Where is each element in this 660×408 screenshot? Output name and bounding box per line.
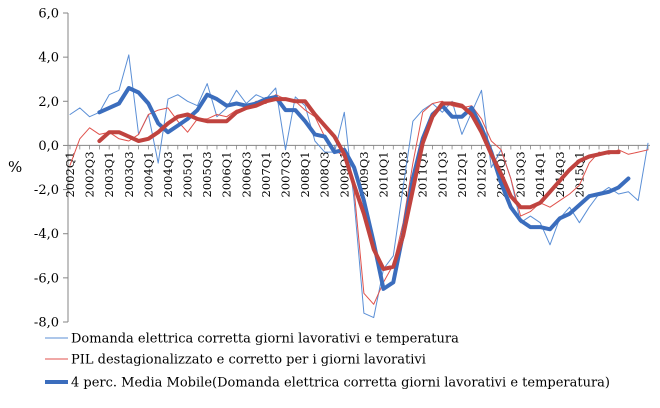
x-tick-label: 2006Q3 — [239, 151, 253, 197]
x-tick-label: 2003Q3 — [122, 151, 136, 197]
y-axis: 6,0 4,0 2,0 0,0 -2,0 -4,0 -6,0 -8,0 — [34, 7, 69, 331]
x-tick-label: 2007Q3 — [279, 151, 293, 197]
x-tick-label: 2014Q1 — [533, 151, 547, 197]
x-axis: 2002Q1 2002Q3 2003Q1 2003Q3 2004Q1 2004Q3 2005… — [63, 144, 650, 197]
y-tick-label: -6,0 — [34, 271, 59, 286]
y-tick-label: 4,0 — [38, 51, 59, 66]
y-tick-label: 0,0 — [38, 139, 59, 154]
legend-label: Domanda elettrica corretta giorni lavora… — [71, 332, 459, 347]
y-axis-label: % — [8, 158, 22, 176]
series-line-2 — [69, 94, 649, 305]
x-tick-label: 2003Q1 — [102, 151, 116, 197]
series-line-1 — [69, 54, 649, 319]
legend-label: PIL destagionalizzato e corretto per i g… — [71, 353, 426, 368]
x-tick-label: 2008Q1 — [298, 151, 312, 197]
y-tick-label: -8,0 — [34, 316, 59, 331]
x-tick-label: 2004Q1 — [141, 151, 155, 197]
x-tick-label: 2002Q1 — [63, 151, 77, 197]
series-layer — [69, 54, 649, 319]
x-tick-label: 2004Q3 — [161, 151, 175, 197]
x-tick-label: 2012Q3 — [474, 151, 488, 197]
x-tick-label: 2010Q1 — [376, 151, 390, 197]
series-line-4 — [97, 97, 621, 271]
x-tick-label: 2013Q3 — [514, 151, 528, 197]
x-tick-label: 2011Q3 — [435, 151, 449, 197]
x-tick-label: 2008Q3 — [318, 151, 332, 197]
y-tick-label: -2,0 — [34, 183, 59, 198]
x-tick-label: 2005Q1 — [181, 151, 195, 197]
legend: Domanda elettrica corretta giorni lavora… — [45, 332, 610, 391]
legend-label: 4 perc. Media Mobile(Domanda elettrica c… — [71, 376, 610, 391]
x-tick-label: 2007Q1 — [259, 151, 273, 197]
x-tick-label: 2002Q3 — [83, 151, 97, 197]
y-tick-label: 6,0 — [38, 7, 59, 22]
x-tick-label: 2012Q1 — [455, 151, 469, 197]
y-tick-label: 2,0 — [38, 95, 59, 110]
series-line-3 — [97, 86, 631, 291]
y-tick-label: -4,0 — [34, 227, 59, 242]
x-tick-label: 2005Q3 — [200, 151, 214, 197]
x-tick-label: 2006Q1 — [220, 151, 234, 197]
